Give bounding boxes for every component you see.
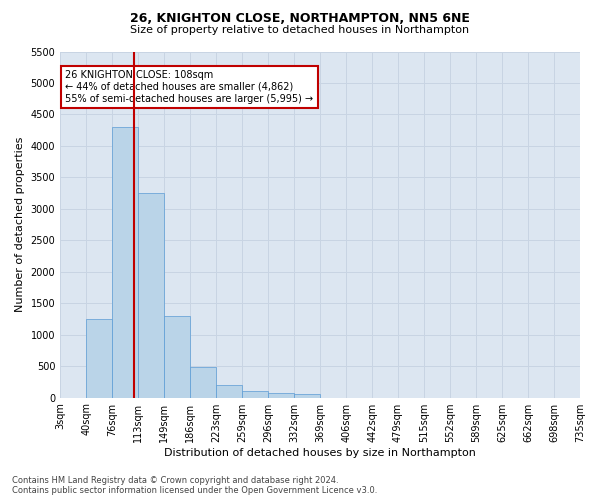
Text: Size of property relative to detached houses in Northampton: Size of property relative to detached ho…	[130, 25, 470, 35]
Bar	[164, 316, 190, 398]
Text: 26, KNIGHTON CLOSE, NORTHAMPTON, NN5 6NE: 26, KNIGHTON CLOSE, NORTHAMPTON, NN5 6NE	[130, 12, 470, 26]
X-axis label: Distribution of detached houses by size in Northampton: Distribution of detached houses by size …	[164, 448, 476, 458]
Bar	[112, 127, 138, 398]
Text: Contains HM Land Registry data © Crown copyright and database right 2024.
Contai: Contains HM Land Registry data © Crown c…	[12, 476, 377, 495]
Y-axis label: Number of detached properties: Number of detached properties	[15, 137, 25, 312]
Bar	[86, 319, 112, 398]
Bar	[268, 393, 294, 398]
Bar	[138, 193, 164, 398]
Bar	[242, 390, 268, 398]
Text: 26 KNIGHTON CLOSE: 108sqm
← 44% of detached houses are smaller (4,862)
55% of se: 26 KNIGHTON CLOSE: 108sqm ← 44% of detac…	[65, 70, 313, 104]
Bar	[216, 385, 242, 398]
Bar	[294, 394, 320, 398]
Bar	[190, 368, 216, 398]
